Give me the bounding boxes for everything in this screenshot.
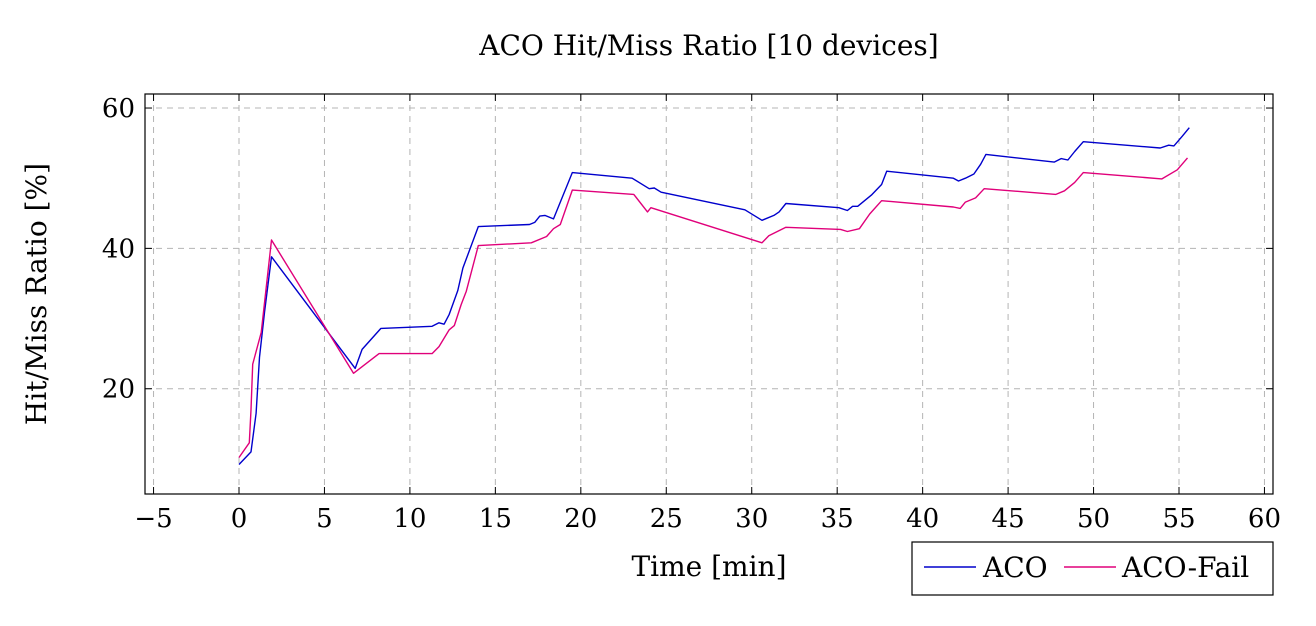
- y-tick-label: 60: [102, 94, 135, 124]
- x-tick-label: 0: [231, 504, 248, 534]
- y-tick-labels: 20 40 60: [102, 94, 135, 405]
- plot-frame: [144, 93, 1274, 495]
- series-line-aco: [238, 127, 1190, 465]
- x-tick-label: 10: [393, 504, 426, 534]
- x-axis-label: Time [min]: [631, 550, 786, 583]
- x-tick-label: 60: [1248, 504, 1281, 534]
- x-tick-label: 5: [316, 504, 333, 534]
- x-tick-label: 35: [821, 504, 854, 534]
- x-tick-label: 45: [992, 504, 1025, 534]
- series-lines: [238, 127, 1190, 465]
- x-tick-label: 50: [1077, 504, 1110, 534]
- grid-lines: [145, 94, 1273, 494]
- x-tick-label: 55: [1162, 504, 1195, 534]
- x-tick-label: −5: [134, 504, 172, 534]
- axis-ticks: [145, 94, 1273, 494]
- x-tick-label: 20: [564, 504, 597, 534]
- x-tick-label: 30: [735, 504, 768, 534]
- legend-label-aco: ACO: [982, 551, 1048, 584]
- x-tick-label: 25: [650, 504, 683, 534]
- legend: ACO ACO-Fail: [911, 541, 1274, 596]
- legend-box: [911, 541, 1274, 596]
- y-tick-label: 20: [102, 375, 135, 405]
- y-axis-label: Hit/Miss Ratio [%]: [20, 163, 53, 425]
- chart-title: ACO Hit/Miss Ratio [10 devices]: [478, 29, 938, 62]
- x-tick-label: 15: [479, 504, 512, 534]
- series-line-aco-fail: [238, 157, 1189, 458]
- x-tick-labels: −5 0 5 10 15 20 25 30 35 40 45 50 55 60: [134, 504, 1281, 534]
- legend-label-aco-fail: ACO-Fail: [1121, 551, 1249, 584]
- x-tick-label: 40: [906, 504, 939, 534]
- y-tick-label: 40: [102, 234, 135, 264]
